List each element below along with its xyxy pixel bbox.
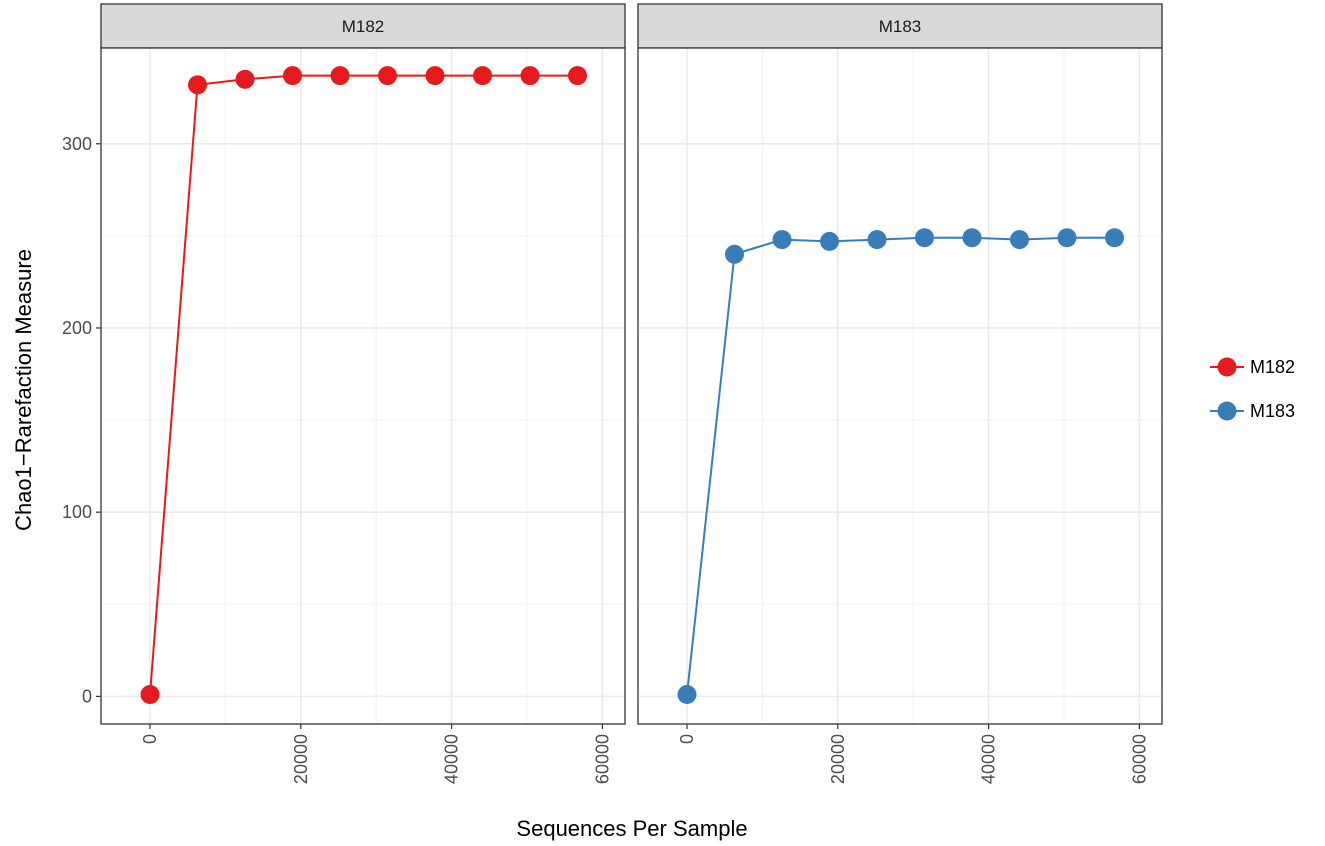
strip-label: M182: [342, 17, 385, 36]
data-point-m182: [140, 685, 160, 705]
x-tick-label: 60000: [1129, 734, 1149, 784]
plot-background: [638, 48, 1162, 724]
x-tick-label: 20000: [291, 734, 311, 784]
y-tick-label: 0: [82, 686, 92, 706]
data-point-m183: [962, 228, 982, 248]
panel-border: [637, 47, 1163, 725]
data-point-m183: [725, 244, 745, 264]
series-line-m183: [686, 236, 1115, 695]
series-line-m182: [149, 74, 578, 695]
data-point-m182: [425, 66, 445, 86]
data-point-m182: [568, 66, 588, 86]
y-axis: 0 100 200 300: [62, 134, 101, 706]
data-point-m182: [283, 66, 303, 86]
facet-panel-m182: M182 0 20000 40000 60000: [100, 3, 626, 784]
facet-panels: M182 0 20000 40000 60000 M183 0 20000 40000 60000: [100, 3, 1163, 784]
data-point-m183: [1105, 228, 1125, 248]
panel-border: [100, 47, 626, 725]
data-point-m182: [235, 69, 255, 89]
x-tick-label: 0: [140, 734, 160, 744]
data-point-m183: [1057, 228, 1077, 248]
data-point-m182: [473, 66, 493, 86]
data-point-m183: [772, 230, 792, 250]
x-tick-label: 40000: [442, 734, 462, 784]
data-point-m182: [330, 66, 350, 86]
legend: M182 M183: [1210, 357, 1295, 421]
legend-key-point: [1217, 401, 1237, 421]
data-point-m182: [378, 66, 398, 86]
x-axis-title: Sequences Per Sample: [516, 816, 747, 841]
x-tick-label: 20000: [828, 734, 848, 784]
legend-item-m182: M182: [1210, 357, 1295, 377]
x-tick-label: 60000: [592, 734, 612, 784]
data-point-m183: [820, 231, 840, 251]
data-point-m183: [915, 228, 935, 248]
y-tick-label: 200: [62, 318, 92, 338]
facet-panel-m183: M183 0 20000 40000 60000: [637, 3, 1163, 784]
legend-item-m183: M183: [1210, 401, 1295, 421]
plot-background: [101, 48, 625, 724]
y-axis-title: Chao1−Rarefaction Measure: [11, 249, 36, 531]
legend-label: M183: [1250, 401, 1295, 421]
data-point-m183: [677, 685, 697, 705]
x-tick-label: 40000: [979, 734, 999, 784]
data-point-m183: [1010, 230, 1030, 250]
strip-background: [100, 3, 626, 49]
legend-key-point: [1217, 357, 1237, 377]
data-point-m183: [867, 230, 887, 250]
y-tick-label: 300: [62, 134, 92, 154]
legend-label: M182: [1250, 357, 1295, 377]
x-tick-label: 0: [677, 734, 697, 744]
strip-label: M183: [879, 17, 922, 36]
y-tick-label: 100: [62, 502, 92, 522]
data-point-m182: [188, 75, 208, 95]
data-point-m182: [520, 66, 540, 86]
